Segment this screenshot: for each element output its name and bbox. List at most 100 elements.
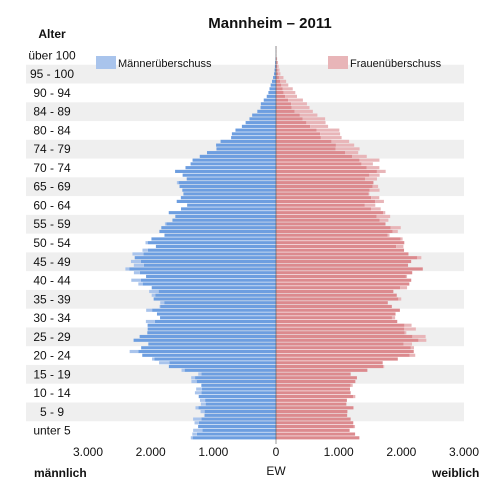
male-bar (187, 203, 276, 207)
female-excess-bar (391, 316, 396, 320)
age-label: 25 - 29 (33, 330, 71, 344)
female-bar (276, 109, 295, 113)
male-bar (129, 267, 276, 271)
male-bar (205, 398, 276, 402)
female-bar (276, 376, 357, 380)
female-bar (276, 304, 392, 309)
age-label: 80 - 84 (33, 123, 71, 137)
female-bar (276, 353, 410, 357)
x-tick-labels: 3.000 2.000 1.000 0 1.000 2.000 3.000 (73, 445, 479, 459)
male-bar (201, 383, 276, 387)
female-bar (276, 61, 277, 65)
male-excess-bar (195, 406, 199, 410)
female-excess-bar (395, 312, 396, 316)
x-tick-label: 3.000 (73, 445, 103, 459)
female-excess-bar (410, 346, 414, 350)
female-bar (276, 398, 347, 402)
female-bar (276, 349, 414, 354)
female-bar (276, 188, 370, 192)
female-bar (276, 387, 350, 391)
male-bar (142, 282, 276, 286)
female-excess-bar (383, 211, 386, 215)
female-bar (276, 319, 398, 324)
male-bar (245, 121, 276, 125)
female-bar (276, 143, 336, 147)
female-excess-bar (375, 199, 384, 203)
male-bar (202, 428, 276, 432)
age-label: 50 - 54 (33, 236, 71, 250)
female-bar (276, 259, 412, 264)
female-bar (276, 297, 399, 301)
age-band (26, 64, 464, 84)
female-excess-bar (320, 132, 341, 136)
female-excess-bar (316, 128, 340, 132)
male-bar (195, 376, 276, 380)
female-bar (276, 192, 369, 196)
age-label: 74 - 79 (33, 142, 71, 156)
female-excess-bar (400, 286, 408, 290)
age-label: 55 - 59 (33, 217, 71, 231)
x-tick-label: 0 (273, 445, 280, 459)
female-excess-bar (387, 233, 390, 237)
male-bar (142, 353, 276, 357)
male-bar (184, 368, 276, 372)
male-bar (269, 87, 276, 91)
female-excess-bar (376, 169, 386, 173)
male-bar (140, 278, 276, 282)
female-bar (276, 177, 366, 181)
female-excess-bar (404, 331, 407, 335)
male-bar (153, 297, 276, 301)
female-excess-bar (320, 136, 342, 140)
male-bar (146, 274, 276, 279)
male-bar (151, 286, 276, 290)
female-bar (276, 379, 356, 384)
female-bar (276, 323, 405, 327)
female-excess-bar (285, 94, 298, 98)
male-bar (164, 301, 276, 305)
female-bar (276, 406, 354, 410)
male-bar (147, 241, 276, 245)
female-excess-bar (278, 72, 281, 76)
male-bar (263, 98, 276, 102)
female-bar (276, 394, 354, 399)
male-bar (273, 72, 276, 76)
male-bar (272, 79, 276, 83)
male-bar (216, 147, 276, 151)
age-label: 90 - 94 (33, 86, 71, 100)
female-excess-bar (335, 147, 360, 151)
male-excess-bar (133, 271, 140, 275)
female-bar (276, 308, 400, 312)
female-bar (276, 102, 292, 106)
age-label: 84 - 89 (33, 105, 71, 119)
legend-female-swatch (328, 56, 348, 69)
age-label: 30 - 34 (33, 311, 71, 325)
x-tick-label: 1.000 (324, 445, 354, 459)
male-excess-bar (200, 409, 205, 414)
female-excess-bar (277, 68, 280, 72)
male-bar (249, 117, 276, 121)
female-excess-bar (335, 143, 355, 147)
female-bar (276, 211, 384, 215)
female-excess-bar (379, 218, 389, 222)
age-label: 45 - 49 (33, 255, 71, 269)
x-axis-label: EW (266, 464, 286, 478)
female-bar (276, 331, 405, 335)
male-bar (192, 436, 276, 440)
female-bar (276, 391, 351, 395)
female-excess-bar (396, 244, 404, 249)
x-tick-label: 3.000 (449, 445, 479, 459)
female-excess-bar (405, 274, 408, 279)
age-label: 95 - 100 (30, 67, 74, 81)
female-excess-bar (276, 61, 279, 65)
male-bar (147, 323, 276, 327)
female-bar (276, 121, 307, 125)
male-excess-bar (196, 387, 203, 391)
male-bar (168, 211, 276, 215)
male-bar (274, 68, 276, 72)
chart-title: Mannheim – 2011 (208, 15, 331, 32)
female-bar (276, 218, 380, 222)
female-bar (276, 383, 351, 387)
male-bar (179, 184, 276, 188)
female-excess-bar (404, 327, 416, 331)
